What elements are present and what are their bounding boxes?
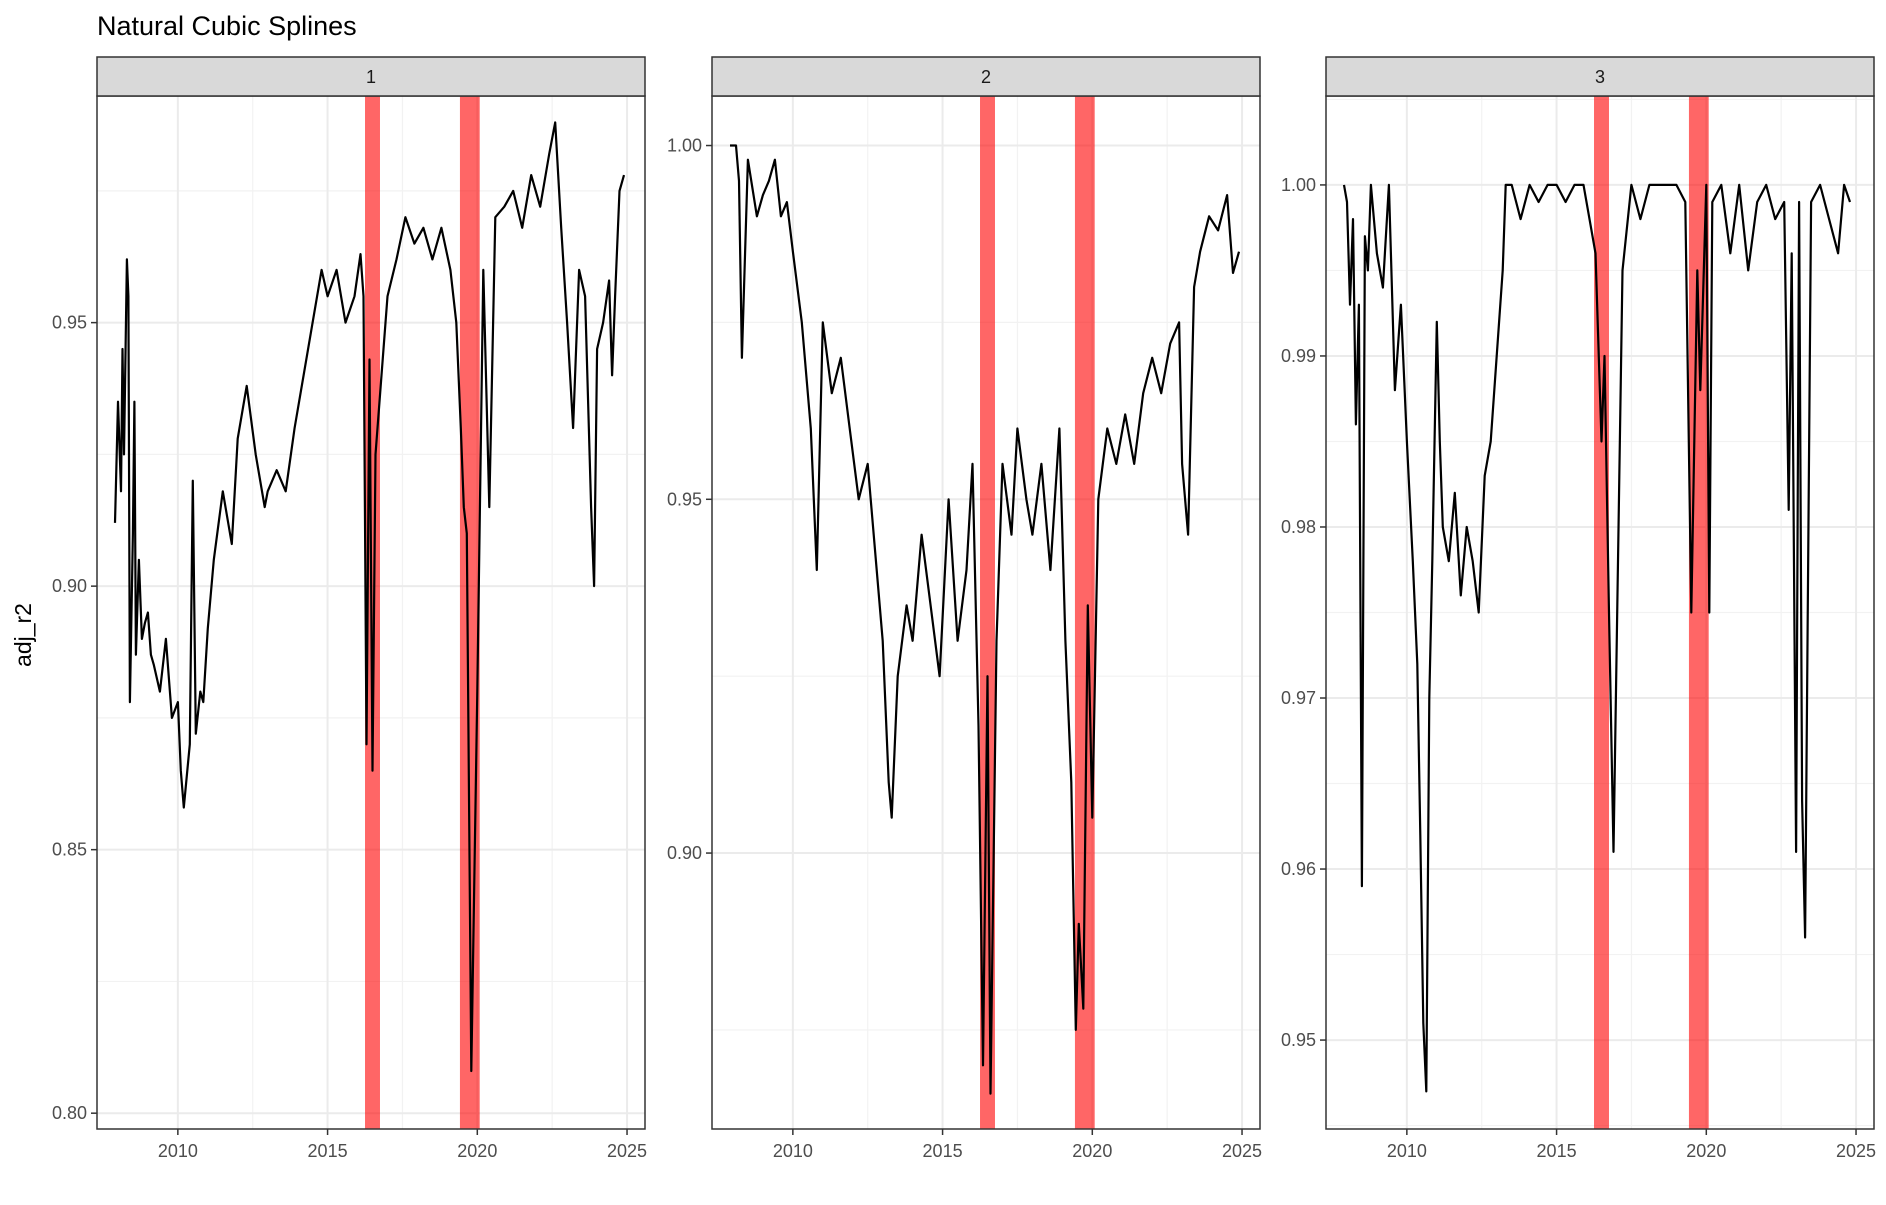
chart-title: Natural Cubic Splines <box>97 11 357 41</box>
facet-strip-label: 3 <box>1595 67 1605 87</box>
series-line <box>113 121 626 1073</box>
facet-panels: 1 2010 2015 2020 2025 0.80 0.85 0.90 0.95 2 2010 20… <box>52 56 1876 1161</box>
y-tick-label: 0.90 <box>667 843 702 863</box>
y-tick-label: 0.97 <box>1281 688 1316 708</box>
x-tick-label: 2015 <box>1537 1141 1577 1161</box>
y-tick-label: 1.00 <box>667 136 702 156</box>
facet-strip <box>96 56 646 97</box>
shaded-band-1 <box>1594 96 1609 1129</box>
x-tick-label: 2015 <box>308 1141 348 1161</box>
series-line <box>1342 183 1852 1093</box>
x-tick-label: 2015 <box>923 1141 963 1161</box>
shaded-band-2 <box>1688 96 1709 1129</box>
x-tick-label: 2025 <box>1222 1141 1262 1161</box>
facet-strip <box>1325 56 1875 97</box>
shaded-band-1 <box>980 96 995 1129</box>
x-tick-label: 2010 <box>773 1141 813 1161</box>
y-tick-label: 0.95 <box>1281 1030 1316 1050</box>
x-tick-label: 2010 <box>1387 1141 1427 1161</box>
facet-strip <box>711 56 1261 97</box>
y-tick-label: 0.85 <box>52 840 87 860</box>
x-tick-label: 2010 <box>158 1141 198 1161</box>
y-tick-label: 0.95 <box>667 489 702 509</box>
shaded-band-1 <box>365 96 380 1129</box>
shaded-band-2 <box>1074 96 1095 1129</box>
y-tick-label: 1.00 <box>1281 175 1316 195</box>
x-tick-label: 2025 <box>1836 1141 1876 1161</box>
facet-strip-label: 1 <box>366 67 376 87</box>
x-tick-label: 2025 <box>607 1141 647 1161</box>
facet-panel-3: 3 2010 2015 2020 2025 0.95 0.96 0.97 0.98 0.99 1.0… <box>1281 56 1876 1161</box>
series-line <box>730 144 1241 1095</box>
y-tick-label: 0.96 <box>1281 859 1316 879</box>
facet-strip-label: 2 <box>981 67 991 87</box>
facet-panel-2: 2 2010 2015 2020 2025 0.90 0.95 1.00 <box>667 56 1262 1161</box>
y-tick-label: 0.80 <box>52 1103 87 1123</box>
x-tick-label: 2020 <box>1686 1141 1726 1161</box>
y-tick-label: 0.99 <box>1281 346 1316 366</box>
y-tick-label: 0.90 <box>52 576 87 596</box>
facet-panel-1: 1 2010 2015 2020 2025 0.80 0.85 0.90 0.95 <box>52 56 647 1161</box>
x-tick-label: 2020 <box>457 1141 497 1161</box>
x-tick-label: 2020 <box>1072 1141 1112 1161</box>
y-axis-label: adj_r2 <box>10 603 36 667</box>
y-tick-label: 0.98 <box>1281 517 1316 537</box>
y-tick-label: 0.95 <box>52 313 87 333</box>
